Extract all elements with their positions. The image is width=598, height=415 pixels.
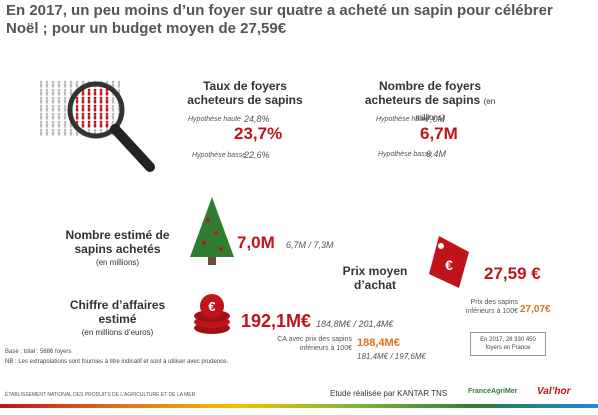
- count-low: 6,4M: [426, 149, 447, 159]
- logo-valhor: Val’hor: [537, 386, 571, 397]
- trees-unit: (en millions): [95, 258, 140, 267]
- revenue-main: 192,1M€: [241, 311, 312, 331]
- revenue-unit: (en millions d’euros): [81, 328, 154, 337]
- revenue-sub-label: CA avec prix des sapins inférieurs à 100…: [277, 336, 352, 352]
- trees-main: 7,0M: [237, 233, 275, 252]
- count-heading: Nombre de foyers acheteurs de sapins (en…: [360, 79, 500, 125]
- rate-heading: Taux de foyers acheteurs de sapins: [187, 79, 303, 107]
- trees-heading: Nombre estimé de sapins achetés: [65, 228, 170, 256]
- revenue-sub-range: 181,4M€ / 197,6M€: [357, 352, 426, 361]
- price-main: 27,59 €: [484, 264, 541, 283]
- tree-icon: [190, 197, 234, 265]
- count-high-label: Hypothèse haute: [376, 116, 429, 123]
- coins-icon: €: [194, 294, 230, 334]
- price-sub-label: Prix des sapins inférieurs à 100€: [465, 299, 518, 315]
- price-tag-icon: €: [429, 236, 469, 288]
- rate-low: 22,6%: [244, 150, 270, 160]
- logo-franceagrimer: FranceAgriMer: [468, 388, 518, 395]
- count-heading-text: Nombre de foyers acheteurs de sapins: [364, 79, 482, 107]
- rate-main: 23,7%: [234, 124, 283, 143]
- rate-high: 24,8%: [244, 114, 270, 124]
- rate-low-label: Hypothèse basse: [192, 152, 247, 159]
- footer-stripe: [0, 404, 598, 408]
- trees-range: 6,7M / 7,3M: [286, 240, 334, 250]
- footer-study: Etude réalisée par KANTAR TNS: [330, 389, 448, 398]
- note: Base : total : 5686 foyers: [5, 349, 72, 355]
- price-heading: Prix moyen d’achat: [342, 264, 408, 292]
- count-main: 6,7M: [420, 124, 458, 143]
- count-low-label: Hypothèse basse: [378, 151, 433, 158]
- note: NB : Les extrapolations sont fournies à …: [5, 359, 229, 365]
- revenue-range: 184,8M€ / 201,4M€: [316, 319, 394, 329]
- price-sub: 27,07€: [520, 304, 551, 315]
- households-box: En 2017, 28 330 450 foyers en France: [470, 332, 546, 356]
- revenue-heading: Chiffre d’affaires estimé: [69, 298, 166, 326]
- title: En 2017, un peu moins d’un foyer sur qua…: [6, 2, 553, 37]
- svg-text:€: €: [208, 299, 215, 314]
- people-magnifier-icon: [40, 80, 155, 172]
- rate-high-label: Hypothèse haute: [188, 116, 241, 123]
- svg-text:€: €: [445, 257, 453, 273]
- footer-agency: ÉTABLISSEMENT NATIONAL DES PRODUITS DE L…: [5, 392, 196, 398]
- count-unit: (en millions): [415, 97, 496, 122]
- revenue-sub: 188,4M€: [357, 337, 400, 349]
- count-high: 7,0M: [425, 114, 446, 124]
